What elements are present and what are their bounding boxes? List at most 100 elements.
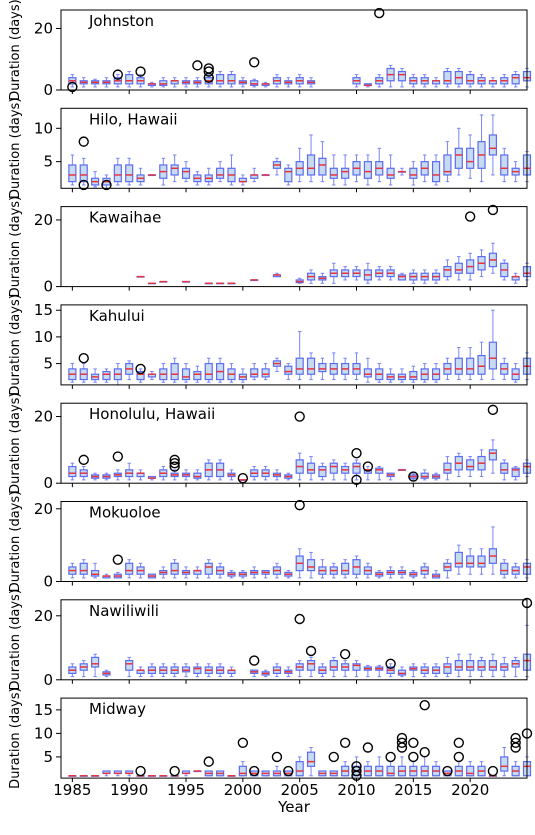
outlier-point <box>396 732 408 744</box>
box-plot <box>341 462 350 481</box>
box <box>250 80 259 86</box>
box-plot <box>420 562 429 579</box>
box-plot <box>318 462 327 481</box>
box-plot <box>477 74 486 88</box>
box-plot <box>204 282 213 285</box>
box-plot <box>431 363 441 383</box>
box-plot <box>216 357 225 383</box>
box-plot <box>204 559 213 579</box>
box <box>284 167 293 183</box>
outlier-point <box>453 751 465 763</box>
box-plot <box>397 566 407 579</box>
box-plot <box>113 157 122 186</box>
box-plot <box>363 466 372 481</box>
box-plot <box>261 569 270 579</box>
box-plot <box>363 664 372 678</box>
box <box>488 449 498 461</box>
box-plot <box>397 368 407 383</box>
box <box>306 659 316 671</box>
box-plot <box>159 466 168 481</box>
box <box>466 765 475 777</box>
box <box>306 751 316 767</box>
box <box>397 70 407 82</box>
box-plot <box>500 357 509 381</box>
box-plot <box>306 134 316 183</box>
panel: Duration (days) 0 20 Honolulu, Hawaii <box>8 392 532 494</box>
box <box>443 154 452 176</box>
box-plot <box>227 666 236 678</box>
box-plot <box>511 161 520 183</box>
box <box>90 656 100 668</box>
box-plot <box>295 452 304 481</box>
box-plot <box>181 161 191 183</box>
box-plot <box>227 282 236 285</box>
box-plot <box>488 77 498 88</box>
box <box>284 365 293 375</box>
box-plot <box>420 269 429 284</box>
box-plot <box>318 357 327 381</box>
box-plot <box>68 363 77 383</box>
box <box>204 562 213 575</box>
box-plot <box>147 774 157 777</box>
box-plot <box>363 154 372 186</box>
box <box>295 357 304 375</box>
box <box>318 362 327 373</box>
box <box>477 555 486 568</box>
box-plot <box>272 663 282 678</box>
box-plot <box>238 479 247 481</box>
x-tick-label: 2010 <box>337 781 375 799</box>
box-plot <box>102 472 111 481</box>
box-plot <box>341 266 350 281</box>
box-plot <box>170 154 179 183</box>
box-plot <box>431 269 441 284</box>
box <box>443 462 452 474</box>
box-plot <box>318 663 327 678</box>
outlier-point <box>510 737 521 749</box>
y-tick-label: 10 <box>34 119 53 137</box>
box-plot <box>511 761 520 777</box>
box <box>511 467 520 478</box>
box-plot <box>409 761 418 777</box>
box-plot <box>238 761 247 777</box>
box-plot <box>216 282 225 285</box>
outlier-point <box>237 473 249 484</box>
box <box>352 462 361 474</box>
outlier-point <box>294 613 305 625</box>
box-plot <box>488 653 498 678</box>
box-plot <box>193 77 202 88</box>
box <box>511 74 520 85</box>
panel-title: Hilo, Hawaii <box>89 110 178 128</box>
x-tick-label: 2005 <box>281 781 319 799</box>
box-plot <box>227 363 236 383</box>
panel-title: Kahului <box>89 307 145 325</box>
box <box>170 562 179 575</box>
box-plot <box>136 469 145 481</box>
box-plot <box>363 357 372 383</box>
y-tick-label: 5 <box>43 748 53 766</box>
outlier-point <box>487 404 499 416</box>
outlier-point <box>112 69 124 80</box>
box-plot <box>397 67 407 88</box>
box-plot <box>147 174 157 177</box>
box-plot <box>466 252 475 281</box>
box-plot <box>511 363 520 383</box>
box <box>454 357 463 375</box>
box-plot <box>454 347 463 381</box>
box-plot <box>329 656 338 678</box>
box-plot <box>136 167 145 186</box>
box-plot <box>454 544 463 575</box>
box-plot <box>397 469 407 471</box>
outlier-point <box>249 57 260 68</box>
box <box>125 562 134 575</box>
box-plot <box>261 466 270 481</box>
box-plot <box>306 656 316 678</box>
box-plot <box>454 256 463 281</box>
outlier-point <box>351 448 362 459</box>
box-plot <box>68 462 77 481</box>
box-plot <box>352 459 361 481</box>
box-plot <box>227 570 236 579</box>
outlier-point <box>464 211 476 222</box>
box-plot <box>454 653 463 678</box>
outlier-point <box>135 765 146 777</box>
box-plot <box>375 266 384 281</box>
